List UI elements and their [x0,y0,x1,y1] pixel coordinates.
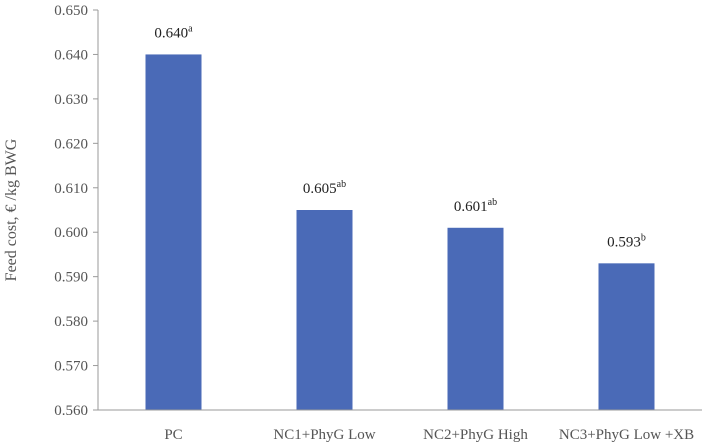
data-label-superscript: ab [337,179,346,190]
y-tick-label: 0.590 [54,270,88,286]
bar [145,54,202,410]
category-label: NC2+PhyG High [423,427,528,443]
data-label-superscript: a [188,23,193,34]
y-tick-label: 0.640 [54,47,88,63]
category-label: NC1+PhyG Low [273,427,375,443]
data-label: 0.640a [154,23,193,41]
y-tick-label: 0.560 [54,403,88,419]
category-label: PC [164,427,182,443]
data-label-value: 0.601 [454,199,488,215]
data-label-value: 0.593 [607,234,641,250]
bar [447,227,504,410]
data-label: 0.593b [607,232,646,250]
y-axis-title: Feed cost, € /kg BWG [3,138,20,281]
data-label-value: 0.640 [154,25,188,41]
y-tick-label: 0.610 [54,181,88,197]
y-tick-label: 0.600 [54,225,88,241]
y-tick-label: 0.580 [54,314,88,330]
bar [296,210,353,410]
bars [145,54,655,410]
data-label: 0.605ab [303,179,346,197]
x-axis-categories: PC NC1+PhyG Low NC2+PhyG High NC3+PhyG Low … [164,427,694,443]
data-label: 0.601ab [454,197,497,215]
y-axis-ticks: 0.560 0.570 0.580 0.590 0.600 0.610 0.620 0.630… [54,3,98,419]
y-tick-label: 0.650 [54,3,88,19]
y-tick-label: 0.630 [54,92,88,108]
data-label-superscript: b [641,232,646,243]
y-tick-label: 0.570 [54,359,88,375]
category-label: NC3+PhyG Low +XB [559,427,694,443]
bar [598,263,655,410]
y-tick-label: 0.620 [54,136,88,152]
data-label-superscript: ab [488,197,497,208]
data-label-value: 0.605 [303,181,337,197]
